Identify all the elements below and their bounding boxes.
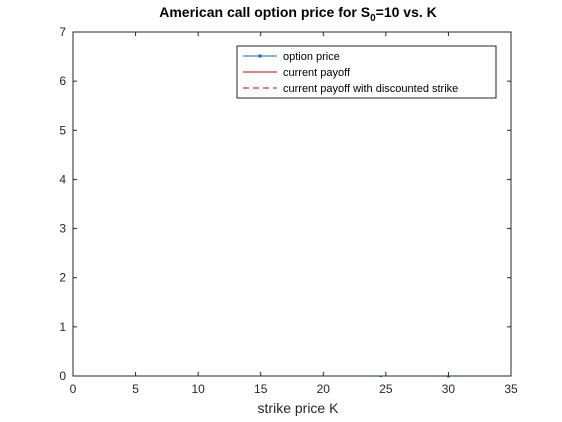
y-tick-label: 1 <box>59 320 66 334</box>
legend-box <box>236 45 497 99</box>
legend-label: current payoff <box>283 67 351 79</box>
legend-label: current payoff with discounted strike <box>283 83 458 95</box>
x-tick-label: 0 <box>70 382 77 396</box>
x-tick-label: 5 <box>132 382 139 396</box>
x-tick-label: 20 <box>317 382 331 396</box>
y-tick-label: 5 <box>59 123 66 137</box>
x-tick-label: 35 <box>504 382 518 396</box>
legend: option price current payoff current payoff… <box>236 45 497 99</box>
y-tick-label: 4 <box>59 172 66 186</box>
chart-title-group: American call option price for S0=10 vs.… <box>159 4 437 24</box>
y-tick-label: 2 <box>59 271 66 285</box>
x-tick-label: 30 <box>442 382 456 396</box>
y-tick-label: 3 <box>59 222 66 236</box>
x-tick-label: 10 <box>191 382 205 396</box>
y-tick-label: 6 <box>59 74 66 88</box>
chart-title: American call option price for S0=10 vs.… <box>159 4 437 24</box>
y-tick-label: 7 <box>59 25 66 39</box>
x-tick-label: 15 <box>254 382 268 396</box>
legend-label: option price <box>283 51 340 63</box>
x-axis-label: strike price K <box>258 400 340 416</box>
y-tick-label: 0 <box>59 369 66 383</box>
legend-marker <box>258 54 262 58</box>
x-tick-label: 25 <box>379 382 393 396</box>
